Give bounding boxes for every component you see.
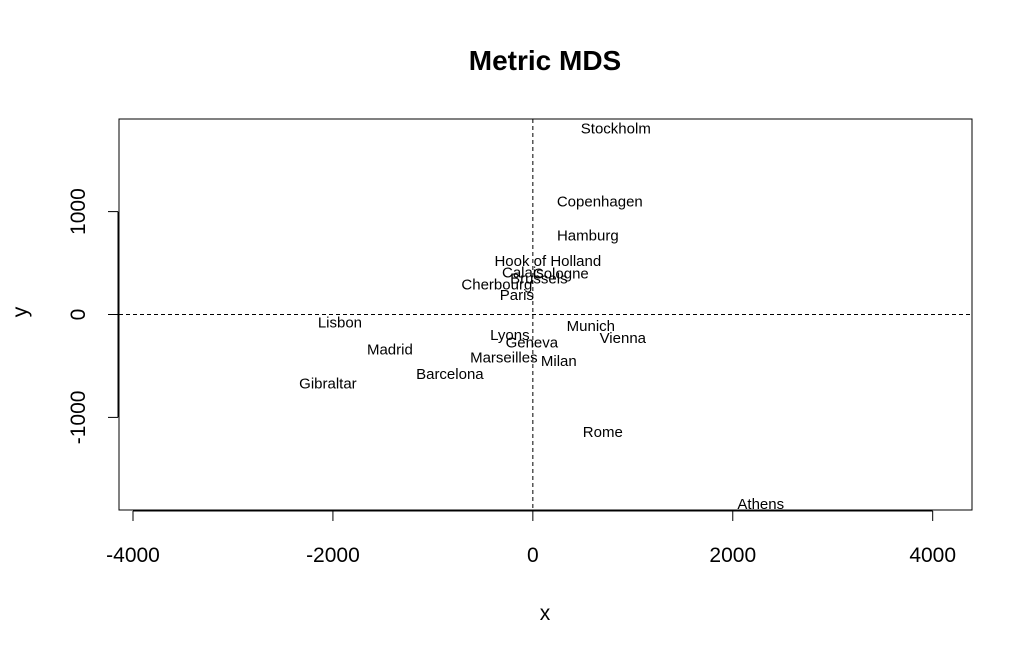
point-label: Vienna: [600, 330, 647, 347]
point-label: Calais: [502, 264, 544, 281]
point-label: Barcelona: [416, 366, 484, 383]
point-label: Marseilles: [470, 350, 538, 367]
point-label: Brussels: [510, 270, 568, 287]
point-label: Athens: [737, 496, 784, 513]
point-label: Madrid: [367, 341, 413, 358]
y-tick-label: 0: [67, 309, 90, 321]
point-label: Lyons: [490, 327, 529, 344]
point-label: Cologne: [533, 265, 589, 282]
x-tick-label: -4000: [106, 544, 160, 567]
point-label: Cherbourg: [461, 277, 532, 294]
point-label: Paris: [500, 287, 534, 304]
point-label: Gibraltar: [299, 375, 357, 392]
x-tick-label: 0: [527, 544, 539, 567]
y-tick-label: 1000: [67, 188, 90, 235]
point-label: Lisbon: [318, 315, 362, 332]
point-label: Munich: [567, 318, 615, 335]
point-label: Milan: [541, 353, 577, 370]
y-tick-label: -1000: [67, 391, 90, 445]
point-label: Geneva: [506, 334, 559, 351]
point-label: Rome: [583, 424, 623, 441]
point-label: Hook of Holland: [494, 253, 601, 270]
y-axis: -1000 0 1000: [67, 188, 119, 445]
x-axis: -4000 -2000 0 2000 4000: [106, 510, 956, 567]
x-tick-label: 2000: [709, 544, 756, 567]
point-label: Copenhagen: [557, 193, 643, 210]
chart-title: Metric MDS: [469, 45, 621, 76]
point-labels: Stockholm Copenhagen Hamburg Hook of Hollan…: [299, 120, 784, 513]
x-tick-label: 4000: [909, 544, 956, 567]
reference-lines: [119, 119, 972, 510]
point-label: Hamburg: [557, 227, 619, 244]
x-tick-label: -2000: [306, 544, 360, 567]
point-label: Stockholm: [581, 120, 651, 137]
x-axis-label: x: [540, 602, 551, 625]
y-axis-label: y: [9, 306, 32, 317]
